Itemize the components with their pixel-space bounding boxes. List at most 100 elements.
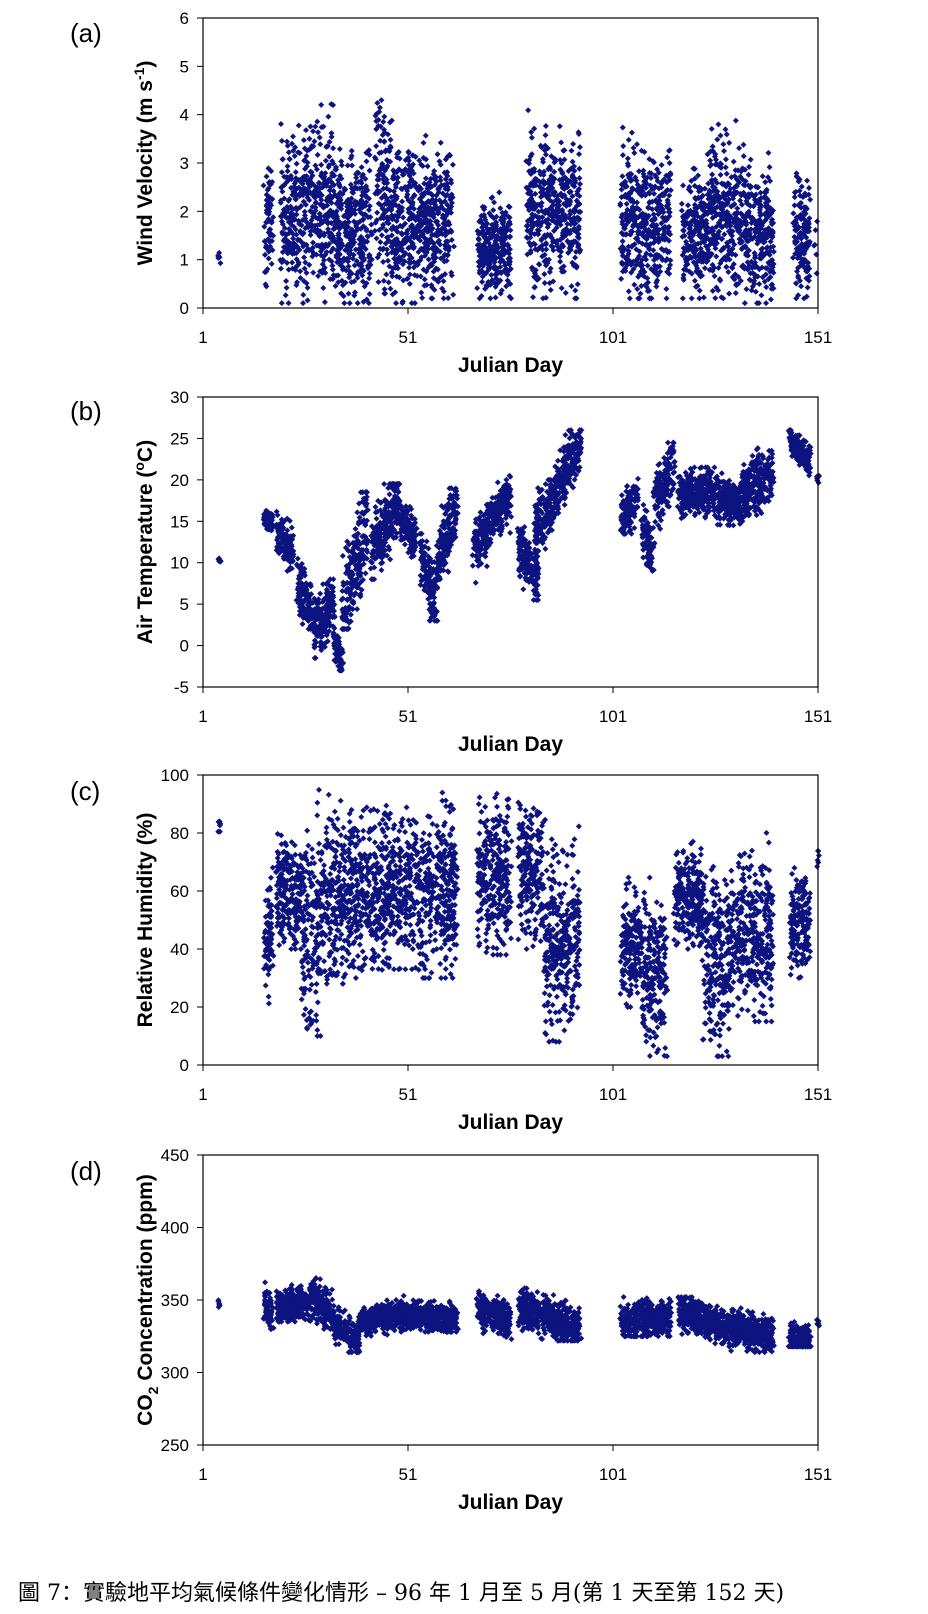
data-point [528, 134, 535, 141]
data-point [357, 218, 364, 225]
data-point [321, 299, 328, 306]
data-point [352, 179, 359, 186]
data-point [386, 491, 393, 498]
data-point [261, 223, 268, 230]
data-point [372, 156, 379, 163]
data-point [216, 249, 223, 256]
data-point [292, 184, 299, 191]
data-point [301, 241, 308, 248]
data-point [302, 176, 309, 183]
data-point [352, 246, 359, 253]
data-point [346, 274, 353, 281]
data-point [269, 196, 276, 203]
data-point [663, 295, 670, 302]
data-point [292, 169, 299, 176]
data-point [299, 192, 306, 199]
data-point [576, 144, 583, 151]
data-point [359, 204, 366, 211]
data-point [619, 124, 626, 131]
data-point [379, 160, 386, 167]
data-point [328, 133, 335, 140]
data-point [763, 284, 770, 291]
data-point [362, 246, 369, 253]
data-point [381, 290, 388, 297]
data-point [743, 286, 750, 293]
data-point [576, 151, 583, 158]
data-point [429, 295, 436, 302]
data-point [362, 175, 369, 182]
data-point [343, 230, 350, 237]
data-point [349, 189, 356, 196]
data-point [628, 129, 635, 136]
data-point [380, 185, 387, 192]
data-point [377, 245, 384, 252]
data-point [479, 278, 486, 285]
data-point [722, 164, 729, 171]
data-point [354, 274, 361, 281]
data-point [356, 250, 363, 257]
data-point [317, 590, 324, 597]
data-point [326, 153, 333, 160]
data-point [382, 148, 389, 155]
data-point [381, 113, 388, 120]
data-point [400, 277, 407, 284]
data-point [346, 300, 353, 307]
data-point [336, 251, 343, 258]
data-point [338, 205, 345, 212]
data-point [320, 253, 327, 260]
data-point [396, 274, 403, 281]
data-point [380, 118, 387, 125]
data-point [330, 145, 337, 152]
data-point [302, 127, 309, 134]
data-point [449, 161, 456, 168]
data-point [366, 270, 373, 277]
data-point [376, 226, 383, 233]
data-point [338, 158, 345, 165]
data-point [295, 149, 302, 156]
data-point [758, 292, 765, 299]
data-point [318, 101, 325, 108]
data-point [302, 259, 309, 266]
data-point [329, 262, 336, 269]
data-point [363, 227, 370, 234]
data-point [286, 155, 293, 162]
data-point [373, 235, 380, 242]
data-point [745, 171, 752, 178]
data-point [798, 283, 805, 290]
data-point [359, 278, 366, 285]
data-point [420, 139, 427, 146]
data-point [263, 173, 270, 180]
data-point [340, 255, 347, 262]
data-points [215, 427, 823, 674]
data-point [404, 191, 411, 198]
data-point [304, 223, 311, 230]
data-point [310, 269, 317, 276]
data-point [406, 252, 413, 259]
data-point [319, 261, 326, 268]
data-point [277, 265, 284, 272]
data-point [723, 131, 730, 138]
data-point [341, 300, 348, 307]
data-point [402, 250, 409, 257]
data-point [358, 180, 365, 187]
data-point [351, 262, 358, 269]
data-point [289, 250, 296, 257]
data-point [392, 289, 399, 296]
data-point [302, 165, 309, 172]
data-point [422, 132, 429, 139]
data-point [804, 284, 811, 291]
data-point [293, 231, 300, 238]
data-point [301, 157, 308, 164]
data-point [556, 123, 563, 130]
data-point [300, 198, 307, 205]
data-point [301, 265, 308, 272]
data-point [366, 258, 373, 265]
data-point [287, 203, 294, 210]
data-point [336, 146, 343, 153]
data-point [263, 191, 270, 198]
data-point [759, 173, 766, 180]
data-point [292, 267, 299, 274]
data-point [325, 164, 332, 171]
data-point [568, 283, 575, 290]
